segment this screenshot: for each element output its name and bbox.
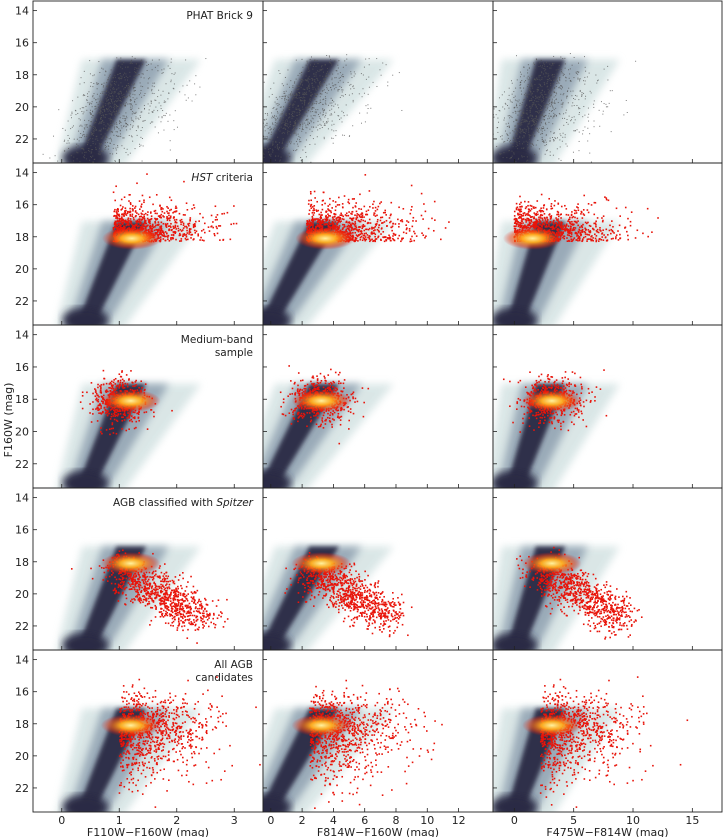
x-axis-label: F475W−F814W (mag) [546, 826, 668, 837]
x-tick-label: 2 [173, 814, 180, 827]
x-tick-label: 3 [231, 814, 238, 827]
agb-points [70, 549, 229, 644]
x-tick-label: 0 [511, 814, 518, 827]
density-background [493, 59, 620, 163]
y-tick-label: 14 [15, 5, 29, 18]
x-tick-label: 2 [299, 814, 306, 827]
panel-annotation: sample [215, 347, 253, 359]
agb-points [291, 679, 443, 809]
x-tick-label: 0 [58, 814, 65, 827]
y-tick-label: 22 [15, 295, 29, 308]
y-axis-label: F160W (mag) [2, 383, 15, 458]
agb-points [279, 365, 370, 445]
y-tick-label: 18 [15, 69, 29, 82]
panel-phat-1: 14 16 18 20 22 PHAT Brick 9 [15, 0, 264, 164]
x-tick-label: 10 [626, 814, 640, 827]
agb-points [295, 174, 450, 250]
panel-annotation: AGB classified with Spitzer [113, 497, 254, 509]
panel-frame [492, 649, 723, 813]
x-axis-label: F814W−F160W (mag) [317, 826, 439, 837]
y-tick-label: 20 [15, 426, 29, 439]
y-tick-label: 16 [15, 686, 29, 699]
agb-points [516, 546, 643, 640]
x-tick-label: 6 [361, 814, 368, 827]
y-tick-label: 18 [15, 393, 29, 406]
panel-annotation: All AGB [214, 659, 253, 671]
y-tick-label: 22 [15, 782, 29, 795]
y-tick-label: 14 [15, 492, 29, 505]
panel-medium-2 [262, 324, 494, 489]
panel-annotation: candidates [195, 672, 253, 684]
y-tick-label: 16 [15, 37, 29, 50]
y-tick-label: 22 [15, 133, 29, 146]
panel-phat-3 [492, 0, 723, 164]
panel-all-2: 0 2 4 6 8 10 12 F814W−F160W (mag) [262, 649, 494, 837]
phat-points [42, 56, 207, 163]
y-tick-label: 16 [15, 524, 29, 537]
agb-points [502, 369, 608, 433]
agb-points [284, 552, 413, 638]
panel-spitzer-1: 14 16 18 20 22 AGB classified with Spitzer [15, 487, 264, 651]
panel-medium-3 [492, 324, 723, 489]
y-tick-label: 22 [15, 620, 29, 633]
panel-annotation: Medium-band [181, 334, 253, 346]
x-tick-label: 1 [116, 814, 123, 827]
panel-all-3: 0 5 10 15 F475W−F814W (mag) [492, 649, 723, 837]
y-tick-label: 14 [15, 329, 29, 342]
panel-spitzer-2 [262, 487, 494, 651]
panel-spitzer-3 [492, 487, 723, 651]
y-tick-label: 20 [15, 588, 29, 601]
x-tick-label: 10 [420, 814, 434, 827]
x-tick-label: 8 [392, 814, 399, 827]
y-tick-label: 14 [15, 654, 29, 667]
y-tick-label: 22 [15, 458, 29, 471]
x-tick-label: 15 [685, 814, 699, 827]
y-tick-label: 16 [15, 361, 29, 374]
x-tick-label: 5 [570, 814, 577, 827]
y-tick-label: 20 [15, 263, 29, 276]
y-tick-label: 14 [15, 167, 29, 180]
phat-points [263, 54, 403, 163]
x-tick-label: 0 [267, 814, 274, 827]
panel-annotation: PHAT Brick 9 [186, 10, 253, 22]
y-tick-label: 18 [15, 231, 29, 244]
y-tick-label: 20 [15, 101, 29, 114]
panel-phat-2 [262, 0, 494, 164]
agb-points [100, 676, 261, 808]
panel-hst-3 [492, 162, 723, 326]
density-background [56, 59, 201, 163]
agb-points [79, 369, 173, 436]
x-tick-label: 12 [452, 814, 466, 827]
panel-annotation: HST criteria [191, 172, 253, 184]
panel-hst-1: 14 16 18 20 22 HST criteria [15, 162, 264, 326]
phat-points [493, 53, 637, 163]
agb-points [502, 193, 659, 250]
y-tick-label: 20 [15, 750, 29, 763]
y-tick-label: 16 [15, 199, 29, 212]
agb-points [522, 676, 689, 808]
x-tick-label: 4 [330, 814, 337, 827]
y-tick-label: 18 [15, 718, 29, 731]
x-axis-label: F110W−F160W (mag) [87, 826, 209, 837]
panel-hst-2 [262, 162, 494, 326]
y-tick-label: 18 [15, 556, 29, 569]
agb-points [101, 173, 238, 250]
